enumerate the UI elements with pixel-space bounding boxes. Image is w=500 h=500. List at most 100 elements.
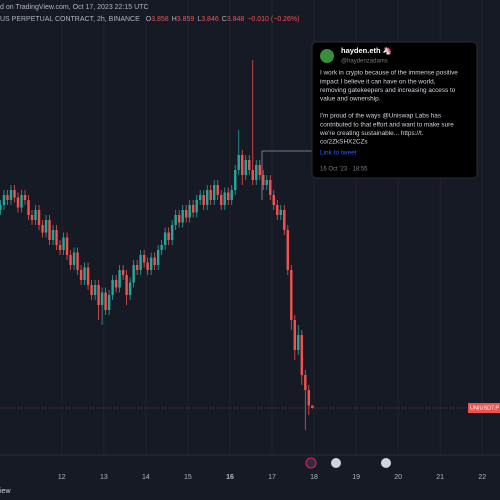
candle-body: [198, 195, 202, 200]
candle-body: [234, 170, 237, 190]
tweet-handle: @haydenzadams: [341, 59, 388, 65]
x-tick-label: 15: [184, 474, 192, 481]
event-icon[interactable]: [305, 457, 317, 469]
avatar: [320, 49, 334, 63]
candle-body: [30, 215, 34, 220]
tweet-card[interactable]: hayden.eth 🦄 @haydenzadams Link to tweet…: [311, 41, 478, 179]
candle-body: [191, 205, 195, 213]
ohlc-value: 3.859: [177, 16, 195, 23]
candle-body: [132, 265, 135, 283]
candle-body: [128, 282, 132, 295]
change: −0.010 (−0.26%): [247, 16, 299, 23]
candle-body: [97, 285, 100, 305]
x-tick-label: 18: [310, 474, 318, 481]
tweet-text: value and ownership.: [320, 95, 381, 102]
event-icon[interactable]: [331, 458, 341, 468]
candle-body: [118, 270, 121, 288]
x-tick-label: 12: [58, 474, 66, 481]
candle-body: [181, 210, 184, 223]
candle-body: [83, 267, 86, 280]
candle-body: [237, 155, 240, 170]
candle-body: [0, 205, 2, 210]
ohlc-key: H: [172, 16, 177, 23]
candle-body: [269, 180, 272, 195]
candle-body: [170, 225, 174, 240]
tweet-background: [311, 41, 478, 179]
candle-body: [23, 195, 27, 200]
candle-body: [241, 155, 244, 175]
candle-body: [276, 205, 279, 215]
candle-body: [48, 220, 51, 240]
candle-body: [251, 170, 254, 180]
ohlc-key: L: [197, 16, 201, 23]
candle-body: [286, 230, 290, 270]
ohlc-value: 3.846: [201, 16, 219, 23]
candle-body: [205, 190, 209, 205]
candle-body: [111, 280, 114, 295]
candle-body: [153, 257, 156, 265]
ohlc-value: 3.848: [227, 16, 245, 23]
candle-body: [16, 197, 20, 208]
tweet-name: hayden.eth 🦄: [341, 46, 392, 55]
tweet-text: impact I believe it can have on the worl…: [320, 78, 436, 85]
candle-body: [304, 375, 307, 390]
tweet-text: contributed to that effort and want to m…: [320, 121, 454, 128]
candle-body: [142, 255, 146, 263]
candle-body: [20, 195, 23, 208]
candle-body: [177, 215, 181, 223]
candle-body: [146, 262, 149, 270]
callout-line: [261, 150, 312, 200]
candle-body: [27, 200, 30, 215]
candle-body: [34, 210, 37, 220]
candle-body: [55, 230, 58, 245]
candle-body: [311, 405, 314, 408]
candle-body: [79, 270, 83, 280]
candle-body: [86, 267, 90, 285]
candle-body: [135, 265, 139, 270]
x-tick-label: 20: [394, 474, 402, 481]
candle-body: [307, 390, 311, 406]
candle-body: [283, 210, 286, 230]
candle-body: [226, 192, 230, 200]
candle-body: [262, 175, 265, 185]
candle-body: [13, 190, 16, 198]
tweet-text: I work in crypto because of the immense …: [320, 70, 458, 77]
tweet-text: removing gatekeepers and increasing acce…: [320, 87, 456, 94]
candle-body: [293, 320, 297, 350]
candle-body: [125, 275, 128, 295]
candle-body: [248, 160, 251, 170]
candle-body: [9, 190, 13, 200]
candle-body: [156, 250, 160, 265]
candle-body: [65, 237, 69, 255]
candle-body: [114, 280, 118, 288]
tweet-text: I'm proud of the ways @Uniswap Labs has: [320, 113, 441, 120]
x-tick-label: 19: [352, 474, 360, 481]
candle-body: [290, 270, 293, 320]
header-source: d on TradingView.com, Oct 17, 2023 22:15…: [0, 4, 149, 11]
candle-body: [174, 215, 177, 225]
x-tick-label: 16: [226, 474, 234, 481]
candle-body: [258, 165, 261, 175]
candles: UNIUSDT.P: [0, 60, 500, 430]
footer-text: iew: [0, 488, 11, 495]
candle-body: [107, 295, 111, 310]
candle-body: [265, 180, 268, 185]
tweet-text: co/2ZkSHX2CZs: [320, 138, 368, 145]
candle-body: [223, 192, 226, 205]
ohlc-key: C: [222, 16, 227, 23]
candle-body: [2, 195, 6, 205]
candle-body: [188, 205, 191, 218]
candle-body: [255, 165, 258, 180]
price-label: UNIUSDT.P: [470, 405, 499, 411]
tweet-link[interactable]: Link to tweet: [320, 150, 357, 157]
header-symbol: US PERPETUAL CONTRACT, 2h, BINANCE O3.85…: [0, 16, 300, 23]
ohlc-key: O: [146, 16, 152, 23]
candle-body: [195, 200, 198, 213]
candle-body: [272, 195, 275, 205]
candle-body: [62, 237, 65, 250]
candle-body: [297, 335, 300, 350]
event-icon[interactable]: [381, 458, 391, 468]
candle-body: [41, 225, 44, 233]
candle-body: [163, 232, 167, 245]
